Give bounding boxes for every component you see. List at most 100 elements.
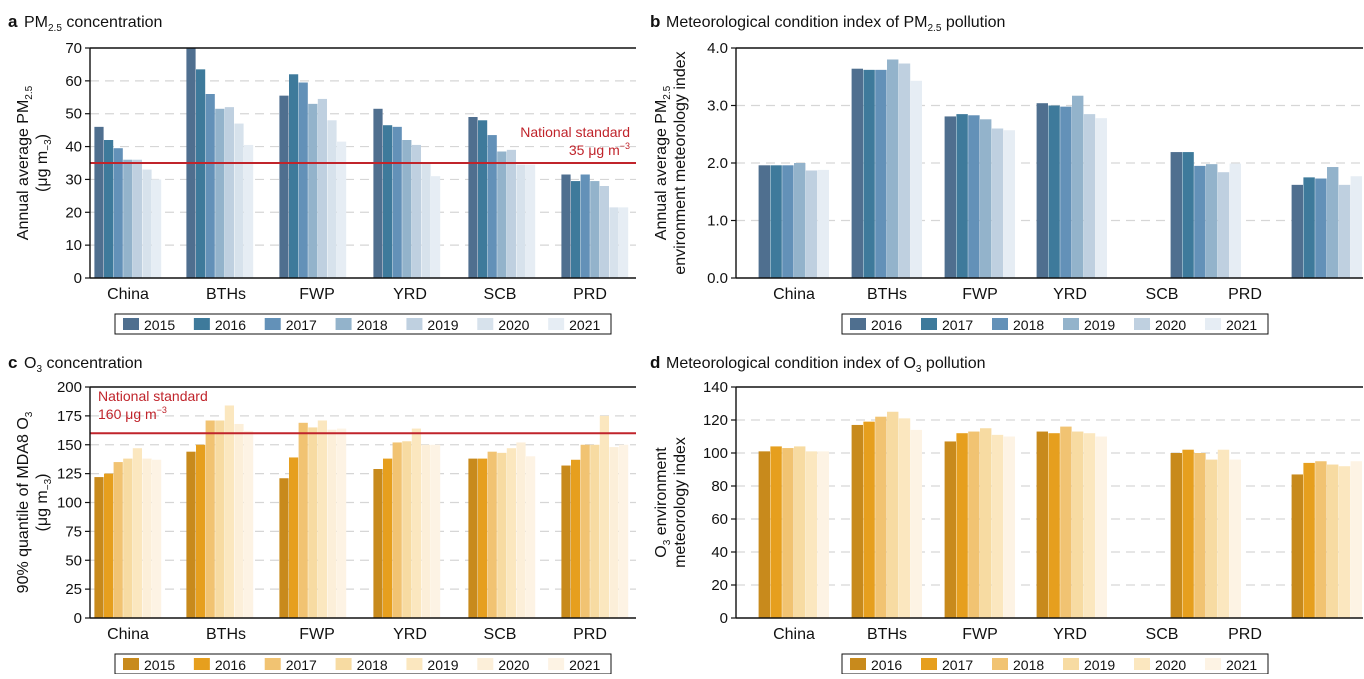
bar [1072, 95, 1084, 278]
x-tick-label: BTHs [206, 626, 246, 643]
reference-label-line2-part: −3 [620, 141, 630, 151]
bar [402, 441, 412, 618]
legend-label: 2019 [427, 657, 458, 673]
bar [1048, 433, 1060, 618]
legend: 2015 2016 2017 2018 2019 2020 2021 [114, 313, 612, 335]
bar [289, 457, 299, 618]
legend-swatch [193, 658, 210, 670]
x-tick-label: BTHs [206, 286, 246, 303]
y-axis-label-part: 90% quantile of MDA8 O [15, 417, 32, 593]
bar [1036, 431, 1048, 618]
y-axis-label: Annual average PM2.5 [15, 85, 35, 240]
legend-label: 2015 [144, 317, 175, 333]
bar [478, 120, 488, 279]
y-axis-label: (μg m−3) [34, 134, 54, 192]
y-axis-label-part: 3 [662, 539, 673, 545]
y-axis-label-part: 3 [24, 411, 35, 417]
panel-title-text-part: 2.5 [48, 23, 62, 34]
bar [327, 429, 337, 618]
y-axis-label: environment meteorology index [672, 51, 689, 274]
bar [1095, 118, 1107, 279]
y-axis-label: meteorology index [672, 437, 689, 568]
bar [851, 68, 863, 278]
y-tick-label: 200 [57, 379, 82, 396]
legend-swatch [1134, 318, 1150, 330]
bar [1083, 114, 1096, 278]
bar [113, 148, 123, 278]
legend-label: 2020 [498, 657, 529, 673]
bar [1194, 165, 1206, 278]
legend-label: 2017 [286, 317, 317, 333]
y-axis-label: Annual average PM2.5 [653, 85, 673, 240]
bar [875, 416, 887, 618]
bar [224, 107, 234, 279]
bar [516, 442, 526, 618]
bar [1303, 177, 1315, 278]
x-tick-label: China [773, 286, 815, 303]
bar [421, 444, 431, 618]
bar [317, 98, 327, 278]
y-axis-label-part: O [653, 545, 670, 557]
bar [770, 165, 782, 278]
bar [104, 473, 114, 618]
bar [383, 458, 393, 618]
y-axis-label-part: Annual average PM [15, 100, 32, 241]
bar [1217, 449, 1230, 618]
bar [956, 114, 968, 278]
bar [590, 181, 600, 278]
bar [991, 434, 1004, 618]
x-tick-label: PRD [573, 286, 607, 303]
legend-label: 2017 [942, 657, 973, 673]
x-tick-label: FWP [299, 286, 335, 303]
x-tick-label: BTHs [867, 626, 907, 643]
legend-swatch [406, 318, 423, 330]
bar [1194, 453, 1206, 618]
bar [1315, 461, 1327, 618]
bar [1182, 449, 1194, 618]
bar [599, 186, 609, 278]
bar [244, 430, 254, 618]
y-axis-label-part: environment [653, 447, 670, 540]
bar [898, 63, 911, 279]
bar [758, 451, 770, 618]
bar [991, 128, 1004, 278]
bar [1003, 436, 1015, 618]
y-tick-label: 50 [65, 552, 82, 569]
bar [758, 165, 770, 278]
reference-label-line2-part: 35 μg m [569, 142, 620, 158]
y-tick-label: 75 [65, 523, 82, 540]
legend-swatch [548, 658, 565, 670]
x-tick-label: SCB [484, 626, 517, 643]
y-axis-label-part: Annual average PM [653, 100, 670, 241]
legend-label: 2018 [357, 317, 388, 333]
legend-swatch [992, 658, 1008, 670]
bar [308, 427, 318, 618]
panel-title-text-part: pollution [921, 355, 985, 372]
legend-swatch [921, 318, 937, 330]
x-tick-label: China [107, 286, 149, 303]
panel-title-text: Meteorological condition index of PM2.5 … [666, 14, 1005, 34]
bar [910, 429, 922, 618]
legend-swatch [406, 658, 423, 670]
panel-d: d Meteorological condition index of O3 po… [650, 353, 1363, 675]
bar [113, 462, 123, 618]
bar [123, 458, 133, 618]
panel-letter: a [8, 12, 18, 31]
panel-title-text-part: PM [24, 14, 48, 31]
bar [506, 448, 516, 618]
bar [308, 103, 318, 278]
bar [196, 69, 206, 278]
legend-swatch [850, 658, 866, 670]
y-tick-label: 0 [720, 610, 728, 627]
bar [851, 424, 863, 618]
panel-title-text: PM2.5 concentration [24, 14, 162, 34]
x-tick-label: PRD [573, 626, 607, 643]
panel-letter: d [650, 353, 660, 372]
legend-label: 2016 [215, 657, 246, 673]
legend: 2015 2016 2017 2018 2019 2020 2021 [114, 653, 612, 675]
bar [980, 428, 992, 618]
y-tick-label: 40 [65, 139, 82, 156]
